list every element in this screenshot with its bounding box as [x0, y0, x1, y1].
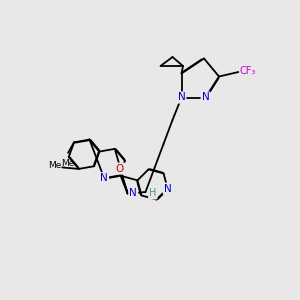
Text: Me: Me [48, 161, 62, 170]
Text: Me: Me [61, 159, 75, 168]
Text: N: N [100, 173, 108, 183]
Text: O: O [116, 164, 124, 174]
Text: N: N [164, 184, 172, 194]
Text: CF₃: CF₃ [240, 65, 256, 76]
Text: N: N [178, 92, 185, 103]
Text: H: H [149, 188, 157, 199]
Text: N: N [202, 92, 209, 103]
Text: N: N [129, 188, 137, 199]
